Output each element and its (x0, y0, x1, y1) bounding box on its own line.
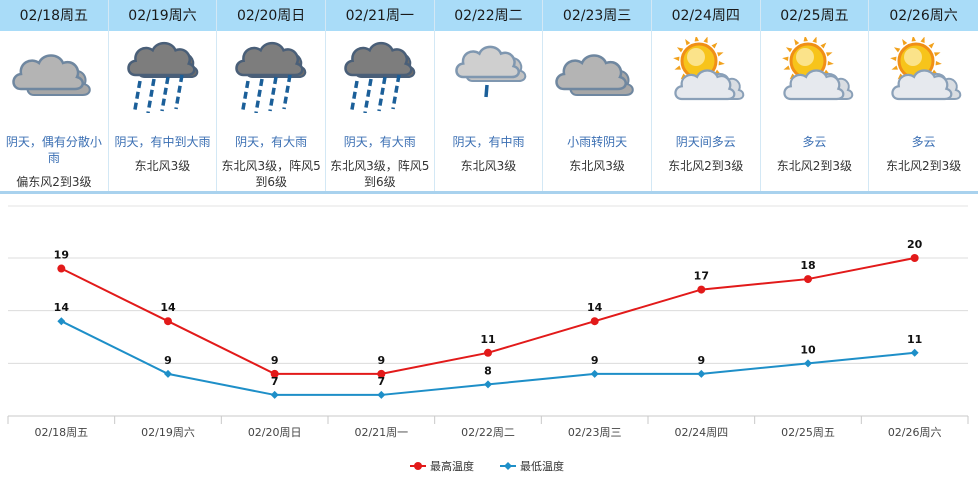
data-point-high (910, 254, 919, 262)
data-label-high: 17 (694, 270, 709, 283)
x-tick-label: 02/21周一 (354, 426, 408, 439)
day-wind: 东北风3级 (460, 159, 517, 173)
partly-cloudy-icon (878, 35, 968, 113)
x-tick-label: 02/22周二 (461, 426, 515, 439)
data-point-low (697, 369, 706, 378)
data-label-low: 9 (591, 354, 599, 367)
partly-cloudy-icon (770, 35, 860, 113)
x-tick-label: 02/24周四 (674, 426, 728, 439)
data-label-low: 9 (698, 354, 706, 367)
data-label-high: 14 (160, 301, 176, 314)
data-label-low: 10 (800, 343, 816, 356)
data-label-high: 14 (587, 301, 603, 314)
cloudy-icon (9, 37, 99, 113)
day-wind: 偏东风2到3级 (16, 175, 92, 189)
day-weather-desc: 多云 (802, 135, 827, 149)
temperature-chart: 02/18周五 02/19周六 02/20周日 02/21周一 02/22周二 02/23… (0, 194, 978, 493)
data-label-high: 18 (800, 259, 815, 272)
day-wind: 东北风3级 (134, 159, 191, 173)
data-label-low: 11 (907, 333, 922, 346)
data-point-high (590, 317, 599, 326)
day-wind: 东北风3级，阵风5 (330, 159, 430, 173)
data-point-low (804, 359, 812, 368)
legend-label-high: 最高温度 (430, 459, 474, 473)
day-date: 02/18周五 (0, 0, 108, 31)
day-weather-desc: 小雨转阴天 (567, 135, 628, 149)
data-point-low (484, 380, 492, 389)
day-date: 02/26周六 (869, 0, 978, 31)
day-weather-desc: 阴天，有中雨 (452, 135, 525, 149)
day-weather-desc: 阴天，偶有分散小雨 (5, 135, 102, 165)
data-point-low (377, 390, 386, 399)
data-point-high (270, 369, 279, 378)
x-tick-label: 02/19周六 (141, 426, 195, 439)
x-tick-label: 02/20周日 (248, 426, 302, 439)
x-tick-label: 02/26周六 (888, 426, 942, 439)
day-date: 02/23周三 (543, 0, 651, 31)
data-label-high: 9 (378, 354, 386, 367)
day-wind-line2: 到6级 (255, 175, 287, 189)
data-point-high (484, 348, 492, 357)
data-point-high (377, 369, 386, 378)
data-point-low (164, 369, 172, 378)
legend-marker-high (414, 462, 422, 470)
data-point-low (57, 317, 66, 326)
heavy-rain-icon (118, 37, 208, 116)
day-wind: 东北风2到3级 (885, 159, 962, 173)
day-date: 02/20周日 (217, 0, 325, 31)
forecast-day-9: 02/26周六 多云 东北风2到3级 (869, 0, 978, 191)
forecast-strip: 02/18周五 阴天，偶有分散小雨 偏东风2到3级 02/19周六 阴天，有中到… (0, 0, 978, 194)
forecast-day-7: 02/24周四 阴天间多云 东北风2到3级 (651, 0, 761, 191)
data-point-low (910, 348, 919, 357)
x-tick-label: 02/23周三 (568, 426, 622, 439)
day-wind: 东北风3级，阵风5 (221, 159, 321, 173)
forecast-day-6: 02/23周三 小雨转阴天 东北风3级 (543, 0, 652, 191)
forecast-day-8: 02/25周五 多云 东北风2到3级 (760, 0, 870, 191)
data-label-high: 9 (271, 354, 279, 367)
temperature-chart-svg: 02/18周五 02/19周六 02/20周日 02/21周一 02/22周二 02/23… (7, 205, 969, 473)
data-label-low: 7 (378, 375, 386, 388)
data-point-high (697, 285, 706, 294)
heavy-rain-icon (226, 37, 316, 116)
legend-label-low: 最低温度 (520, 459, 564, 473)
data-point-high (804, 275, 812, 284)
partly-cloudy-icon (661, 35, 751, 113)
day-weather-desc: 阴天，有中到大雨 (114, 135, 211, 149)
forecast-day-4: 02/21周一 阴天，有大雨 东北风3级，阵风5 到6级 (325, 0, 435, 191)
forecast-day-3: 02/20周日 阴天，有大雨 东北风3级，阵风5 到6级 (217, 0, 326, 191)
day-weather-desc: 阴天，有大雨 (343, 135, 416, 149)
data-point-low (590, 369, 599, 378)
legend-marker-low (504, 462, 512, 470)
day-wind-line2: 到6级 (363, 175, 396, 189)
data-label-high: 11 (480, 333, 495, 346)
data-label-high: 20 (907, 238, 923, 251)
light-rain-icon (444, 37, 534, 113)
data-label-high: 19 (54, 249, 69, 262)
day-date: 02/25周五 (760, 0, 869, 31)
forecast-day-2: 02/19周六 阴天，有中到大雨 东北风3级 (108, 0, 218, 191)
data-label-low: 9 (164, 354, 172, 367)
forecast-day-1: 02/18周五 阴天，偶有分散小雨 偏东风2到3级 (0, 0, 109, 191)
day-wind: 东北风2到3级 (776, 159, 853, 173)
day-date: 02/24周四 (651, 0, 760, 31)
day-date: 02/21周一 (325, 0, 434, 31)
data-point-high (164, 317, 172, 326)
day-wind: 东北风2到3级 (668, 159, 744, 173)
x-tick-label: 02/25周五 (781, 426, 835, 439)
x-tick-label: 02/18周五 (34, 426, 88, 439)
day-weather-desc: 阴天，有大雨 (235, 135, 308, 149)
heavy-rain-icon (335, 37, 425, 116)
cloudy-icon (552, 37, 642, 113)
data-label-low: 7 (271, 375, 279, 388)
day-date: 02/22周二 (434, 0, 543, 31)
data-point-high (57, 264, 66, 273)
data-point-low (270, 390, 279, 399)
day-weather-desc: 阴天间多云 (675, 135, 736, 149)
data-label-low: 14 (54, 301, 70, 314)
data-label-low: 8 (484, 364, 492, 377)
forecast-day-5: 02/22周二 阴天，有中雨 东北风3级 (434, 0, 544, 191)
day-weather-desc: 多云 (911, 135, 936, 149)
day-date: 02/19周六 (108, 0, 217, 31)
day-wind: 东北风3级 (569, 159, 625, 173)
